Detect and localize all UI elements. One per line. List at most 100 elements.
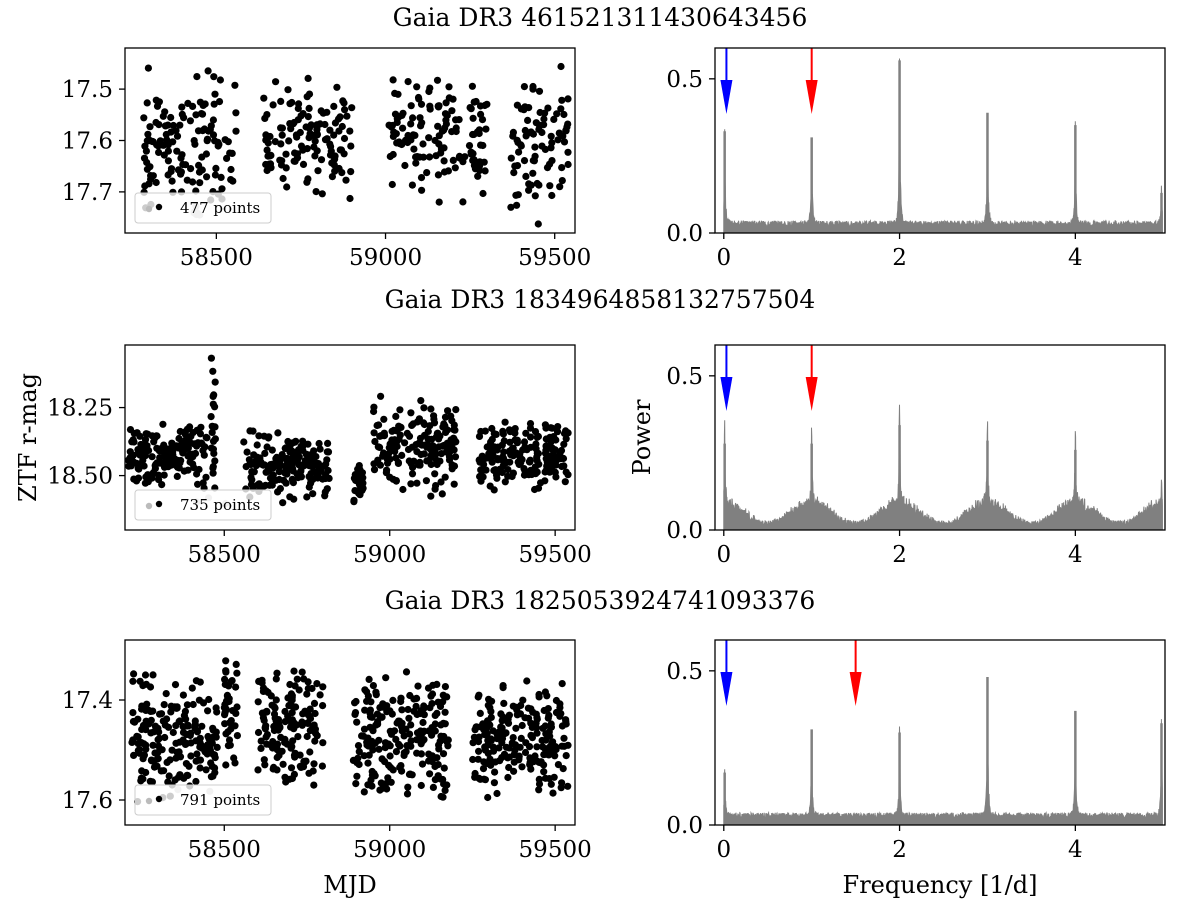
data-point [193, 470, 201, 478]
data-point [549, 450, 558, 458]
data-point [543, 462, 551, 470]
data-point [231, 722, 239, 730]
data-point [231, 81, 239, 89]
y-tick-label: 17.6 [62, 788, 113, 814]
data-point [259, 714, 267, 722]
data-point [420, 450, 428, 458]
data-point [160, 151, 168, 159]
data-point [321, 120, 329, 129]
data-point [261, 449, 269, 457]
data-point [291, 682, 299, 690]
data-point [435, 745, 443, 753]
data-point [343, 112, 351, 120]
data-point [317, 156, 326, 164]
panel-2: 0 2 4 0.0 0.5 [666, 47, 1166, 271]
data-point [134, 715, 142, 723]
data-point [418, 737, 426, 746]
data-point [294, 104, 302, 113]
data-point [355, 748, 363, 756]
data-point [365, 675, 373, 684]
data-point [263, 708, 271, 716]
data-point [278, 131, 286, 139]
data-point [564, 471, 572, 479]
data-point [441, 708, 449, 716]
data-point [209, 400, 217, 408]
data-point [227, 717, 235, 725]
data-point [282, 164, 290, 172]
data-point [164, 723, 173, 731]
data-point [150, 757, 158, 765]
data-point [431, 136, 439, 145]
data-point [515, 148, 523, 156]
data-point [498, 754, 506, 762]
data-point [522, 132, 530, 140]
data-point [437, 450, 446, 458]
data-point [134, 747, 142, 755]
data-point [512, 724, 520, 732]
data-point [554, 423, 562, 431]
data-point [510, 169, 518, 177]
data-point [216, 76, 224, 84]
data-point [297, 763, 305, 772]
data-point [519, 696, 527, 704]
data-point [139, 775, 147, 783]
data-point [311, 152, 319, 160]
data-point [406, 730, 414, 738]
data-point [303, 493, 311, 501]
plot-area [723, 404, 1163, 530]
data-point [544, 705, 552, 713]
data-point [310, 699, 319, 708]
data-point [141, 142, 149, 150]
data-point [502, 459, 510, 467]
data-point [553, 709, 561, 717]
data-point [484, 741, 492, 749]
data-point [489, 747, 498, 755]
y-tick-label: 0.5 [666, 364, 703, 390]
y-tick-label: 0.0 [666, 813, 703, 839]
x-tick-label: 2 [892, 542, 907, 568]
data-point [553, 110, 561, 118]
data-point [370, 460, 378, 468]
data-point [240, 438, 248, 446]
plot-area [125, 354, 572, 508]
data-point [311, 737, 319, 745]
data-point [149, 671, 157, 679]
data-point [209, 445, 217, 453]
data-point [482, 125, 490, 133]
data-point [414, 461, 423, 469]
data-point [506, 447, 514, 455]
blue-arrow-head [720, 80, 733, 114]
data-point [154, 142, 162, 150]
data-point [398, 451, 406, 459]
data-point [171, 681, 180, 689]
data-point [195, 168, 204, 176]
data-point [144, 137, 152, 145]
data-point [297, 142, 306, 150]
data-point [129, 436, 137, 444]
data-point [328, 173, 336, 181]
data-point [428, 724, 436, 732]
data-point [213, 743, 221, 752]
data-point [432, 450, 440, 458]
data-point [263, 166, 271, 175]
data-point [518, 721, 526, 730]
y-tick-label: 17.7 [62, 180, 113, 206]
data-point [303, 732, 311, 741]
data-point [254, 766, 262, 774]
data-point [488, 458, 496, 466]
data-point [192, 677, 200, 685]
data-point [248, 468, 256, 476]
data-point [515, 754, 523, 762]
x-tick-label: 4 [1068, 245, 1083, 271]
data-point [549, 789, 557, 797]
data-point [432, 152, 440, 160]
data-point [204, 67, 212, 75]
data-point [434, 122, 442, 130]
data-point [232, 683, 240, 691]
data-point [351, 710, 359, 719]
data-point [196, 764, 204, 772]
data-point [425, 757, 433, 765]
data-point [352, 697, 360, 706]
data-point [533, 729, 541, 737]
data-point [475, 747, 483, 755]
